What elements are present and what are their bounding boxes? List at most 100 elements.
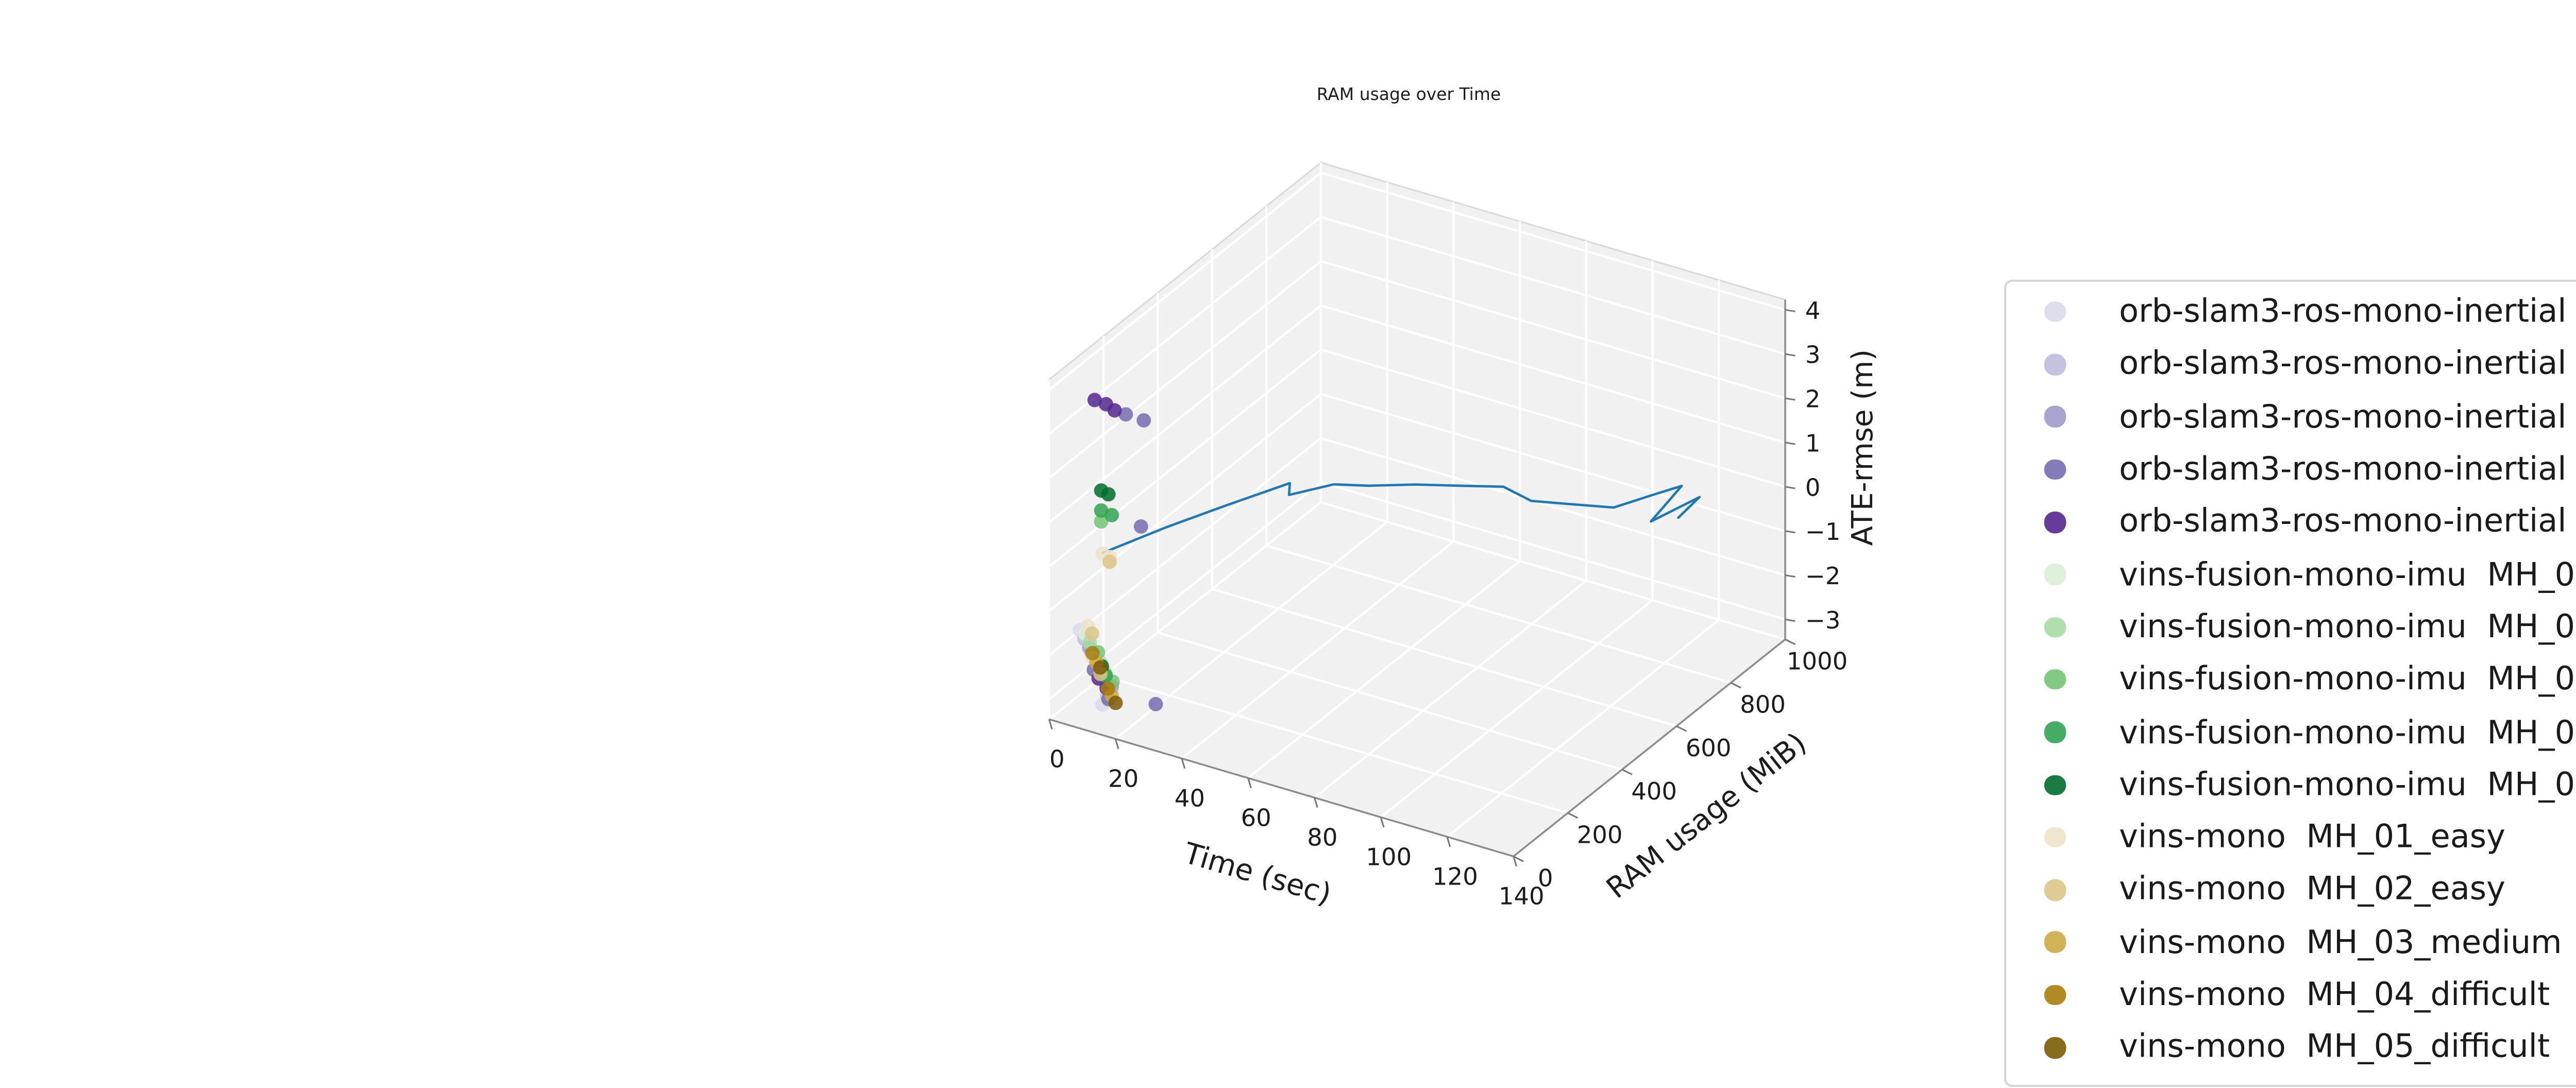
y-tick-label: 200 — [1577, 821, 1623, 848]
scatter-point — [1108, 695, 1123, 710]
z-tick-mark — [1785, 574, 1795, 578]
z-tick-label: −1 — [1805, 518, 1841, 546]
x-tick-label: 80 — [1307, 823, 1337, 851]
y-tick-mark — [1621, 769, 1633, 775]
legend-label: vins-fusion-mono-imu MH_05_difficult — [2119, 764, 2576, 803]
plot-data — [1072, 393, 1701, 712]
legend-label: vins-fusion-mono-imu MH_01_easy — [2119, 554, 2576, 593]
x-tick-label: 60 — [1241, 804, 1271, 831]
legend-row: vins-mono MH_03_medium — [2006, 916, 2576, 969]
legend-marker-icon — [2044, 669, 2065, 690]
y-gridline — [1211, 249, 1677, 727]
axes-edges — [1048, 299, 1786, 857]
legend-marker-icon — [2044, 932, 2065, 953]
z-tick-mark — [1785, 397, 1795, 401]
legend-row: vins-fusion-mono-imu MH_02_easy — [2006, 601, 2576, 654]
scatter-point — [1094, 514, 1109, 529]
legend-label: vins-mono MH_05_difficult — [2119, 1027, 2550, 1066]
legend-label: orb-slam3-ros-mono-inertial MH_02_easy — [2119, 344, 2567, 383]
x-axis-line — [1048, 718, 1514, 857]
z-tick-label: 3 — [1805, 341, 1821, 369]
legend-row: vins-mono MH_04_difficult — [2006, 969, 2576, 1022]
z-tick-label: −3 — [1805, 606, 1841, 634]
legend-row: vins-fusion-mono-imu MH_01_easy — [2006, 549, 2576, 601]
z-tick-mark — [1785, 309, 1795, 313]
y-tick-label: 400 — [1631, 777, 1677, 805]
legend-label: vins-mono MH_03_medium — [2119, 922, 2562, 961]
legend-marker-icon — [2044, 617, 2065, 638]
scatter-point — [1105, 507, 1119, 522]
scatter-series-vins-mono-MH_05_difficult — [1093, 660, 1123, 710]
legend: orb-slam3-ros-mono-inertial MH_01_easyor… — [2004, 279, 2576, 1088]
legend-row: vins-mono MH_05_difficult — [2006, 1022, 2576, 1074]
y-tick-mark — [1785, 638, 1796, 645]
legend-label: orb-slam3-ros-mono-inertial MH_01_easy — [2119, 292, 2567, 330]
legend-marker-icon — [2044, 827, 2065, 848]
scatter-point — [1137, 413, 1151, 428]
z-tick-mark — [1785, 530, 1795, 534]
y-tick-label: 800 — [1740, 691, 1786, 719]
legend-row: orb-slam3-ros-mono-inertial MH_05_diffic… — [2006, 496, 2576, 549]
legend-marker-icon — [2044, 879, 2065, 900]
ram-usage-line — [1101, 482, 1701, 554]
z-gridline — [1048, 215, 1786, 435]
legend-label: vins-mono MH_01_easy — [2119, 817, 2505, 856]
z-gridline — [1048, 437, 1786, 656]
scatter-point — [1087, 393, 1102, 407]
legend-marker-icon — [2044, 564, 2065, 585]
x-tick-label: 20 — [1108, 764, 1139, 792]
y-tick-label: 0 — [1538, 864, 1553, 892]
scatter-point — [1102, 554, 1117, 569]
legend-row: vins-fusion-mono-imu MH_03_medium — [2006, 654, 2576, 706]
y-tick-mark — [1676, 725, 1687, 732]
z-tick-mark — [1785, 441, 1795, 445]
legend-row: orb-slam3-ros-mono-inertial MH_04_diffic… — [2006, 444, 2576, 496]
z-tick-label: 1 — [1805, 429, 1821, 457]
figure-canvas: 0 20 40 60 80 100 120 140 0 200 400 600 800 1000 4 3 2 1 0… — [1047, 84, 2576, 1088]
legend-label: vins-mono MH_04_difficult — [2119, 975, 2550, 1013]
z-gridline — [1048, 260, 1786, 479]
scatter-point — [1084, 626, 1099, 641]
y-tick-mark — [1513, 855, 1524, 862]
x-tick-mark — [1313, 797, 1318, 808]
x-tick-mark — [1181, 758, 1186, 769]
x-tick-label: 40 — [1175, 784, 1205, 812]
x-tick-mark — [1380, 817, 1385, 828]
tick-labels: 0204060801001201400200400600800100043210… — [1048, 297, 1848, 910]
x-tick-mark — [1446, 836, 1451, 847]
z-tick-label: 2 — [1805, 385, 1821, 413]
legend-marker-icon — [2044, 722, 2065, 743]
legend-marker-icon — [2044, 512, 2065, 533]
scatter-point — [1118, 407, 1133, 422]
y-gridline — [1157, 293, 1623, 771]
z-gridline — [1048, 481, 1786, 701]
scatter-point — [1148, 696, 1163, 711]
y-tick-mark — [1567, 812, 1579, 819]
y-tick-label: 600 — [1686, 734, 1732, 762]
z-tick-label: −2 — [1805, 562, 1841, 590]
legend-row: vins-fusion-mono-imu MH_04_difficult — [2006, 706, 2576, 759]
legend-row: orb-slam3-ros-mono-inertial MH_03_medium — [2006, 391, 2576, 444]
legend-row: vins-fusion-mono-imu MH_05_difficult — [2006, 759, 2576, 811]
gridlines — [1048, 162, 1787, 858]
z-axis-label: ATE-rmse (m) — [1846, 349, 1879, 546]
z-gridline — [1048, 172, 1786, 391]
scatter-point — [1107, 403, 1122, 418]
legend-row: vins-mono MH_02_easy — [2006, 864, 2576, 916]
legend-marker-icon — [2044, 459, 2065, 480]
legend-marker-icon — [2044, 774, 2065, 795]
legend-label: vins-mono MH_02_easy — [2119, 870, 2505, 908]
legend-label: orb-slam3-ros-mono-inertial MH_05_diffic… — [2119, 502, 2567, 540]
y-gridline — [1265, 206, 1732, 684]
ram-usage-3d-plot: 0204060801001201400200400600800100043210… — [1047, 84, 1879, 911]
scatter-point — [1101, 487, 1116, 502]
y-tick-mark — [1730, 682, 1741, 689]
z-gridline — [1048, 348, 1786, 568]
x-tick-label: 100 — [1366, 843, 1412, 871]
legend-marker-icon — [2044, 301, 2065, 322]
y-axis-line — [1513, 638, 1786, 857]
axes-panes — [1047, 161, 1787, 858]
x-tick-mark — [1513, 856, 1517, 867]
scatter-point — [1085, 645, 1100, 660]
x-tick-mark — [1048, 719, 1053, 730]
